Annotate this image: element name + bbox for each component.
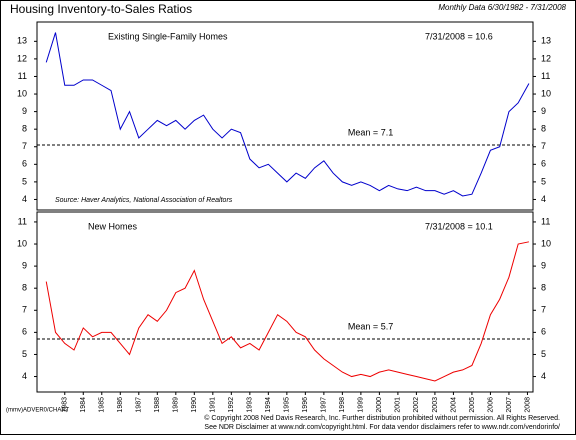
mean-label: Mean = 7.1 (348, 127, 393, 137)
y-tick-label: 12 (541, 53, 551, 63)
y-tick-label: 11 (541, 71, 550, 81)
y-tick-label: 6 (541, 327, 546, 337)
line (45, 241, 530, 382)
panel (36, 21, 534, 211)
panel-title: Existing Single-Family Homes (108, 31, 228, 41)
x-tick-label: 2006 (487, 397, 494, 413)
panel (36, 211, 534, 393)
y-tick-label: 8 (22, 124, 27, 134)
footer: © Copyright 2008 Ned Davis Research, Inc… (204, 414, 560, 422)
x-tick-label: 1983 (62, 397, 69, 413)
y-tick-label: 7 (541, 141, 546, 151)
x-tick-label: 1989 (173, 397, 180, 413)
y-tick-label: 13 (541, 36, 551, 46)
x-tick-label: 2002 (413, 397, 420, 413)
y-tick-label: 9 (541, 260, 546, 270)
mean-label: Mean = 5.7 (348, 321, 393, 331)
y-tick-label: 9 (541, 106, 546, 116)
line (45, 32, 530, 197)
y-tick-label: 5 (22, 349, 27, 359)
y-tick-label: 8 (22, 283, 27, 293)
y-tick-label: 4 (22, 194, 27, 204)
y-tick-label: 4 (541, 371, 546, 381)
latest-label: 7/31/2008 = 10.1 (425, 221, 493, 231)
y-tick-label: 13 (17, 36, 27, 46)
x-tick-label: 2004 (450, 397, 457, 413)
x-tick-label: 1997 (321, 397, 328, 413)
latest-label: 7/31/2008 = 10.6 (425, 31, 493, 41)
y-tick-label: 5 (541, 176, 546, 186)
x-tick-label: 1993 (247, 397, 254, 413)
y-tick-label: 5 (22, 176, 27, 186)
x-tick-label: 2000 (376, 397, 383, 413)
y-tick-label: 10 (17, 238, 27, 248)
y-tick-label: 11 (18, 216, 27, 226)
y-tick-label: 7 (541, 305, 546, 315)
y-tick-label: 6 (22, 327, 27, 337)
y-tick-label: 6 (541, 159, 546, 169)
x-tick-label: 2001 (395, 397, 402, 413)
x-tick-label: 1996 (302, 397, 309, 413)
y-tick-label: 5 (541, 349, 546, 359)
x-tick-label: 1998 (339, 397, 346, 413)
y-tick-label: 7 (22, 305, 27, 315)
y-tick-label: 10 (541, 88, 551, 98)
x-tick-label: 1994 (265, 397, 272, 413)
x-tick-label: 1990 (191, 397, 198, 413)
y-tick-label: 8 (541, 283, 546, 293)
x-tick-label: 2003 (432, 397, 439, 413)
x-tick-label: 1984 (80, 397, 87, 413)
x-tick-label: 1992 (228, 397, 235, 413)
x-tick-label: 1988 (154, 397, 161, 413)
x-tick-label: 1985 (99, 397, 106, 413)
y-tick-label: 8 (541, 124, 546, 134)
x-tick-label: 1991 (210, 397, 217, 413)
x-tick-label: 2007 (506, 397, 513, 413)
x-tick-label: 2008 (524, 397, 531, 413)
y-tick-label: 11 (18, 71, 27, 81)
panel-title: New Homes (88, 221, 138, 231)
subtitle: Monthly Data 6/30/1982 - 7/31/2008 (438, 3, 566, 12)
y-tick-label: 10 (17, 88, 27, 98)
footer: See NDR Disclaimer at www.ndr.com/copyri… (204, 424, 560, 431)
y-tick-label: 9 (22, 106, 27, 116)
chart-title: Housing Inventory-to-Sales Ratios (10, 2, 192, 16)
y-tick-label: 7 (22, 141, 27, 151)
x-tick-label: 1995 (284, 397, 291, 413)
y-tick-label: 9 (22, 260, 27, 270)
y-tick-label: 10 (541, 238, 551, 248)
x-tick-label: 1987 (136, 397, 143, 413)
source: Source: Haver Analytics, National Associ… (55, 197, 233, 204)
y-tick-label: 12 (17, 53, 27, 63)
x-tick-label: 2005 (469, 397, 476, 413)
chart-code: (mmv)ADVER0/CHART (6, 408, 70, 414)
x-tick-label: 1999 (358, 397, 365, 413)
y-tick-label: 11 (541, 216, 550, 226)
y-tick-label: 4 (541, 194, 546, 204)
y-tick-label: 4 (22, 371, 27, 381)
y-tick-label: 6 (22, 159, 27, 169)
x-tick-label: 1986 (117, 397, 124, 413)
